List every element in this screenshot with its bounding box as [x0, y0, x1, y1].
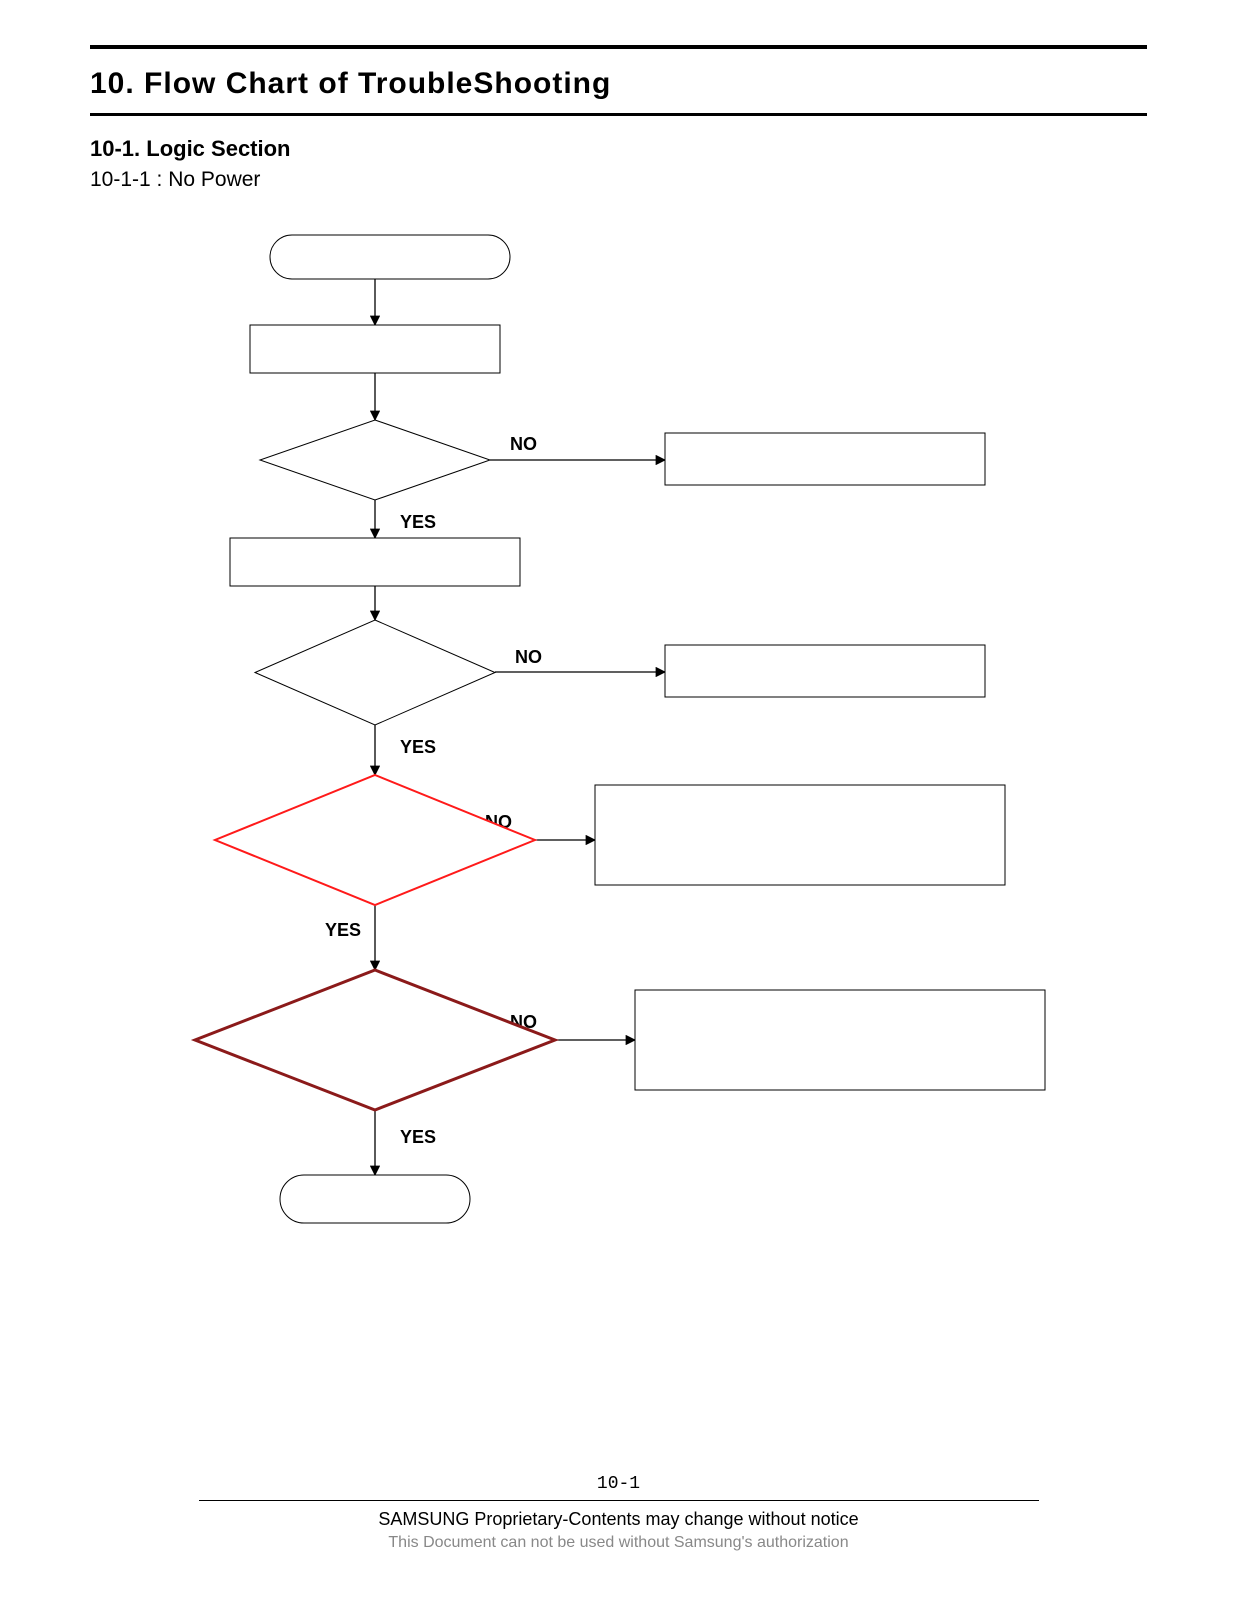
document-page: 10. Flow Chart of TroubleShooting 10-1. … [0, 0, 1237, 1600]
footer-main-text: SAMSUNG Proprietary-Contents may change … [0, 1509, 1237, 1530]
page-number: 10-1 [0, 1474, 1237, 1494]
top-rule [90, 45, 1147, 49]
flowchart-canvas: YESNOYESNOYESNOYESNO'Power On' does not … [90, 220, 1147, 1420]
footer-rule [199, 1500, 1039, 1501]
section-title: 10. Flow Chart of TroubleShooting [90, 67, 1147, 101]
subsubsection-title: 10-1-1 : No Power [90, 168, 1147, 192]
page-footer: 10-1 SAMSUNG Proprietary-Contents may ch… [0, 1474, 1237, 1552]
footer-sub-text: This Document can not be used without Sa… [0, 1534, 1237, 1552]
mid-rule [90, 113, 1147, 116]
subsection-title: 10-1. Logic Section [90, 136, 1147, 162]
